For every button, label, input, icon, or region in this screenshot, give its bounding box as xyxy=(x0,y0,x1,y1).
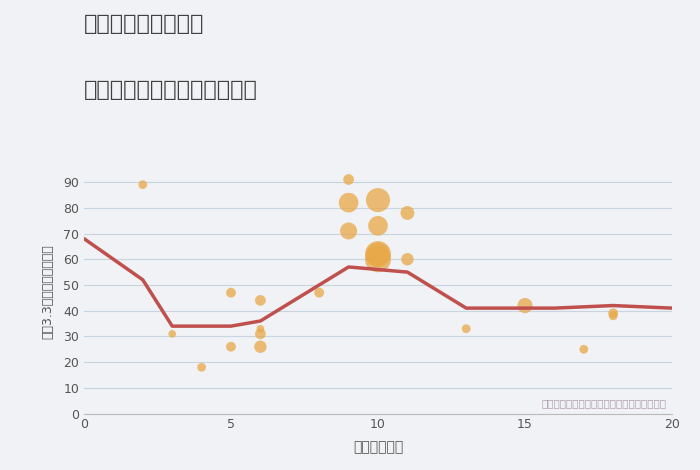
Text: 円の大きさは、取引のあった物件面積を示す: 円の大きさは、取引のあった物件面積を示す xyxy=(541,399,666,408)
Point xyxy=(225,289,237,297)
Point xyxy=(372,222,384,229)
Point xyxy=(255,330,266,337)
Point xyxy=(372,196,384,204)
Point xyxy=(608,310,619,317)
Point xyxy=(461,325,472,332)
Y-axis label: 坪（3.3㎡）単価（万円）: 坪（3.3㎡）単価（万円） xyxy=(42,244,55,339)
Point xyxy=(167,330,178,337)
X-axis label: 駅距離（分）: 駅距離（分） xyxy=(353,440,403,454)
Point xyxy=(343,199,354,206)
Point xyxy=(402,209,413,217)
Point xyxy=(225,343,237,351)
Point xyxy=(372,251,384,258)
Point xyxy=(402,256,413,263)
Point xyxy=(255,325,266,332)
Point xyxy=(372,256,384,263)
Text: 三重県鈴鹿市磯山の: 三重県鈴鹿市磯山の xyxy=(84,14,204,34)
Point xyxy=(255,343,266,351)
Point xyxy=(314,289,325,297)
Point xyxy=(196,363,207,371)
Point xyxy=(578,345,589,353)
Point xyxy=(608,312,619,320)
Point xyxy=(519,302,531,309)
Point xyxy=(255,297,266,304)
Point xyxy=(137,181,148,188)
Point xyxy=(343,176,354,183)
Point xyxy=(372,251,384,258)
Point xyxy=(343,227,354,235)
Text: 駅距離別中古マンション価格: 駅距離別中古マンション価格 xyxy=(84,80,258,100)
